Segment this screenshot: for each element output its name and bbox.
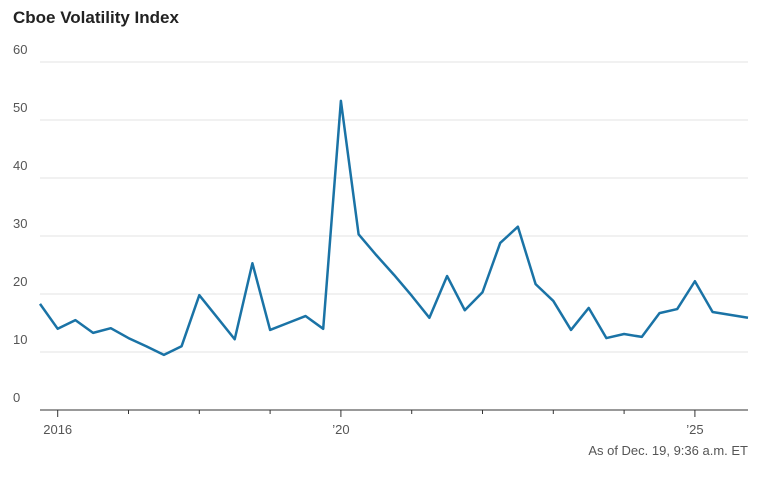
y-tick-label: 60 [13, 42, 27, 57]
y-tick-label: 30 [13, 216, 27, 231]
y-tick-label: 40 [13, 158, 27, 173]
y-tick-label: 20 [13, 274, 27, 289]
chart-title: Cboe Volatility Index [13, 8, 179, 27]
y-tick-label: 10 [13, 332, 27, 347]
x-tick-label: 2016 [43, 422, 72, 437]
x-tick-label: ’25 [686, 422, 703, 437]
footnote: As of Dec. 19, 9:36 a.m. ET [588, 443, 748, 458]
y-tick-label: 50 [13, 100, 27, 115]
x-tick-label: ’20 [332, 422, 349, 437]
y-tick-label: 0 [13, 390, 20, 405]
line [38, 99, 749, 357]
